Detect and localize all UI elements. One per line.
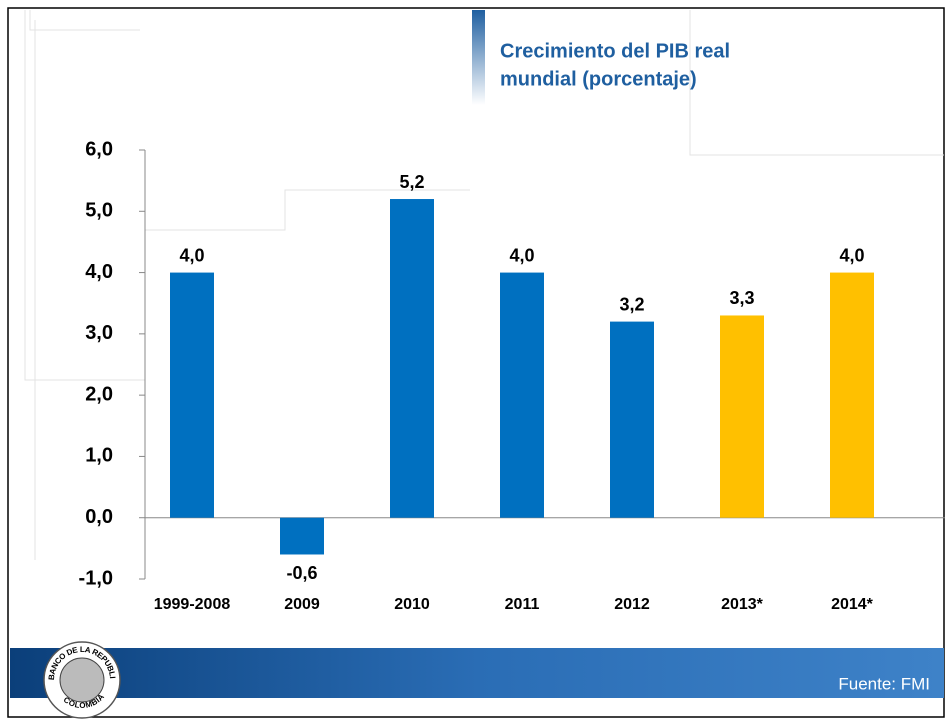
x-tick-label: 2010 [394, 596, 430, 613]
bar [610, 321, 654, 518]
x-tick-label: 2013* [721, 596, 764, 613]
x-tick-label: 2009 [284, 596, 320, 613]
bar [720, 315, 764, 518]
chart-subtitle: mundial (porcentaje) [500, 68, 697, 90]
y-tick-label: 6,0 [85, 138, 113, 160]
accent-bar [472, 10, 485, 105]
x-tick-label: 2014* [831, 596, 874, 613]
value-label: -0,6 [286, 563, 317, 583]
bar [830, 272, 874, 518]
bar [170, 272, 214, 518]
y-tick-label: 5,0 [85, 200, 113, 222]
bar [500, 272, 544, 518]
value-label: 5,2 [399, 172, 424, 192]
y-tick-label: 1,0 [85, 445, 113, 467]
x-tick-label: 2012 [614, 596, 650, 613]
source: Fuente: FMI [838, 674, 930, 693]
frame [7, 7, 945, 718]
y-tick-label: 3,0 [85, 322, 113, 344]
chart-title: Crecimiento del PIB real [500, 40, 730, 62]
y-tick-label: 0,0 [85, 506, 113, 528]
decoration [24, 10, 944, 560]
value-label: 3,2 [619, 294, 644, 314]
bar [390, 199, 434, 518]
value-label: 4,0 [839, 245, 864, 265]
y-tick-label: 2,0 [85, 383, 113, 405]
bar [280, 517, 324, 555]
footer-band [10, 648, 944, 698]
value-label: 3,3 [729, 288, 754, 308]
value-label: 4,0 [179, 245, 204, 265]
x-tick-label: 2011 [505, 596, 540, 613]
x-tick-label: 1999-2008 [154, 596, 231, 613]
y-tick-label: 4,0 [85, 261, 113, 283]
y-tick-label: -1,0 [79, 567, 113, 589]
value-label: 4,0 [509, 245, 534, 265]
logo-seal [59, 657, 105, 703]
